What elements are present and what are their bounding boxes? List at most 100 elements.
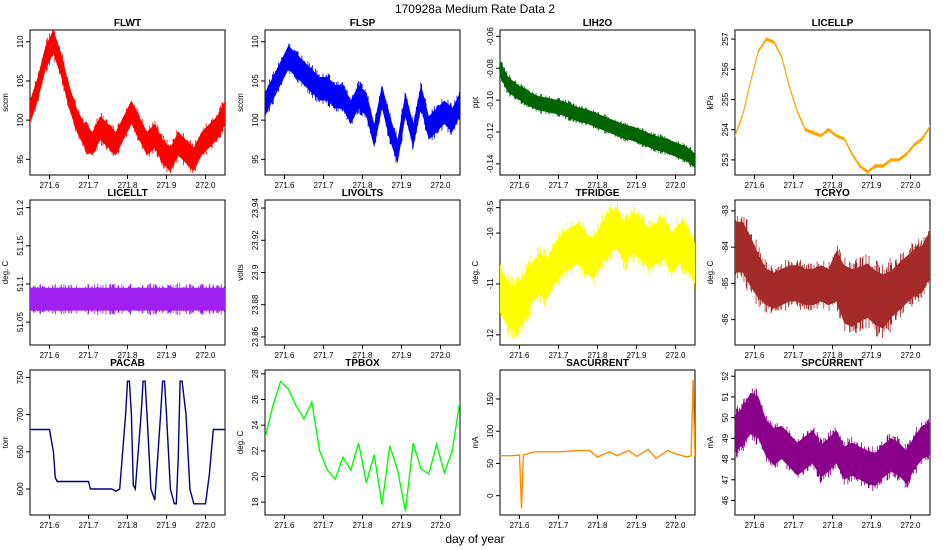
x-tick-label: 272.0 (430, 351, 451, 360)
y-tick-label: 48 (721, 454, 730, 463)
series-line (735, 38, 930, 173)
series-0 (30, 380, 225, 505)
y-tick-label: 100 (16, 113, 25, 127)
y-tick-label: 105 (16, 74, 25, 88)
x-tick-label: 271.6 (744, 521, 765, 530)
y-tick-label: -0.10 (486, 90, 495, 109)
x-tick-label: 271.7 (783, 181, 804, 190)
y-tick-label: 23.86 (251, 326, 260, 347)
y-tick-label: 20 (251, 472, 260, 481)
x-tick-label: 271.7 (783, 521, 804, 530)
y-tick-label: -12 (486, 328, 495, 340)
x-tick-label: 271.6 (744, 181, 765, 190)
panel-title: FLSP (350, 18, 376, 29)
plot-frame (264, 369, 461, 516)
y-tick-label: 600 (16, 482, 25, 496)
y-axis-label: volts (236, 264, 245, 280)
y-axis-label: deg. C (471, 260, 480, 284)
y-tick-label: 23.94 (251, 198, 260, 219)
y-axis-label: mA (471, 436, 480, 449)
x-tick-label: 271.7 (78, 351, 99, 360)
y-tick-label: 51.15 (16, 235, 25, 256)
y-tick-label: -83 (721, 205, 730, 217)
y-tick-label: 49 (721, 433, 730, 442)
y-tick-label: 750 (16, 370, 25, 384)
plot-frame (499, 369, 696, 516)
panel-title: SACURRENT (566, 358, 629, 369)
x-tick-label: 271.8 (587, 181, 608, 190)
x-tick-label: 271.7 (548, 521, 569, 530)
y-tick-label: 100 (486, 424, 495, 438)
x-tick-label: 271.6 (509, 521, 530, 530)
panel-licellp: LICELLP kPa 271.6 271.7 271.8 271.9 272.0 253 25… (706, 18, 931, 190)
series-line (500, 67, 695, 162)
x-tick-label: 271.6 (744, 351, 765, 360)
panel-pacab: PACAB torr 271.6 271.7 271.8 271.9 272.0 600 650… (1, 358, 226, 530)
x-tick-label: 272.0 (195, 181, 216, 190)
y-tick-label: 254 (721, 122, 730, 136)
figure-xlabel: day of year (445, 532, 504, 546)
series-0 (265, 43, 460, 164)
x-tick-label: 272.0 (430, 521, 451, 530)
x-tick-label: 271.6 (274, 351, 295, 360)
panel-licellt: LICELLT deg. C 271.6 271.7 271.8 271.9 272.0 51… (1, 188, 226, 360)
series-noise (500, 200, 695, 339)
y-tick-label: 650 (16, 445, 25, 459)
x-tick-label: 271.8 (352, 181, 373, 190)
x-tick-label: 271.8 (822, 181, 843, 190)
x-tick-label: 271.6 (39, 521, 60, 530)
x-tick-label: 271.6 (39, 351, 60, 360)
y-tick-label: 95 (251, 154, 260, 163)
series-line (735, 246, 930, 303)
y-tick-label: 26 (251, 395, 260, 404)
y-axis-label: sccm (236, 93, 245, 112)
y-tick-label: 22 (251, 446, 260, 455)
series-0 (500, 379, 695, 509)
series-0 (500, 60, 695, 169)
panel-tcryo: TCRYO deg. C 271.6 271.7 271.8 271.9 272.0 -86 -… (706, 188, 931, 360)
series-noise (735, 215, 930, 338)
y-tick-label: 256 (721, 62, 730, 76)
x-tick-label: 271.8 (822, 521, 843, 530)
x-tick-label: 271.9 (391, 181, 412, 190)
y-tick-label: -84 (721, 241, 730, 253)
y-axis-label: kPa (706, 95, 715, 109)
panel-grid: FLWT sccm 271.6 271.7 271.8 271.9 272.0 95 100 10… (1, 18, 931, 530)
y-tick-label: 105 (251, 74, 260, 88)
plot-frame (734, 29, 931, 176)
x-tick-label: 271.8 (117, 521, 138, 530)
panel-title: PACAB (110, 358, 145, 369)
panel-title: LICELLT (107, 188, 147, 199)
x-tick-label: 271.9 (626, 521, 647, 530)
series-line (30, 40, 225, 161)
y-tick-label: 95 (16, 154, 25, 163)
x-tick-label: 271.7 (313, 351, 334, 360)
x-tick-label: 272.0 (665, 181, 686, 190)
series-0 (30, 283, 225, 316)
x-tick-label: 271.7 (548, 181, 569, 190)
y-tick-label: 23.92 (251, 230, 260, 251)
y-tick-label: 253 (721, 153, 730, 167)
y-tick-label: 52 (721, 371, 730, 380)
series-0 (735, 388, 930, 492)
x-tick-label: 272.0 (195, 351, 216, 360)
x-tick-label: 271.7 (313, 521, 334, 530)
x-tick-label: 271.9 (156, 181, 177, 190)
plot-frame (29, 199, 226, 346)
y-tick-label: -10 (486, 227, 495, 239)
y-tick-label: 700 (16, 407, 25, 421)
series-band (735, 37, 930, 174)
panel-sacurrent: SACURRENT mA 271.6 271.7 271.8 271.9 272.0 0 50 1… (471, 358, 696, 530)
x-tick-label: 271.8 (352, 521, 373, 530)
y-tick-label: 110 (251, 35, 260, 48)
x-tick-label: 271.8 (117, 351, 138, 360)
y-tick-label: 51.1 (16, 276, 25, 292)
x-tick-label: 271.9 (861, 181, 882, 190)
y-tick-label: 0 (486, 493, 495, 498)
x-tick-label: 272.0 (900, 521, 921, 530)
y-tick-label: 18 (251, 497, 260, 506)
y-tick-label: 46 (721, 496, 730, 505)
series-line (265, 56, 460, 152)
x-tick-label: 271.9 (861, 351, 882, 360)
